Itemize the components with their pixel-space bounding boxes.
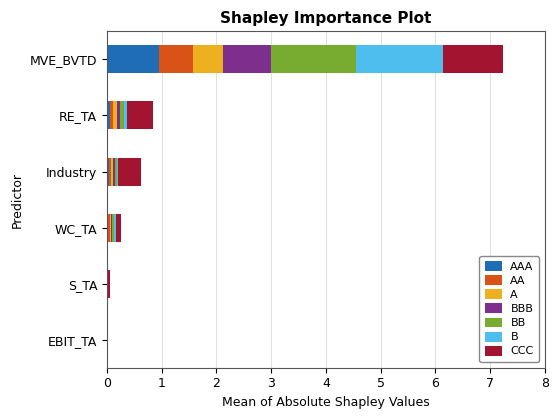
Bar <box>107 45 159 74</box>
Bar <box>116 213 121 242</box>
Bar <box>113 213 114 242</box>
Bar <box>356 45 442 74</box>
Bar <box>442 45 503 74</box>
Bar <box>271 45 356 74</box>
Bar <box>159 45 193 74</box>
Bar <box>111 158 113 186</box>
Bar <box>110 102 114 129</box>
Bar <box>113 158 115 186</box>
Bar <box>124 102 127 129</box>
Bar <box>108 213 110 242</box>
Bar <box>110 213 111 242</box>
Bar <box>107 158 109 186</box>
Bar <box>193 45 223 74</box>
Bar <box>118 158 141 186</box>
Bar <box>107 102 110 129</box>
Title: Shapley Importance Plot: Shapley Importance Plot <box>220 11 432 26</box>
Bar <box>114 102 117 129</box>
Bar <box>120 102 124 129</box>
Bar <box>107 213 108 242</box>
Bar <box>111 213 113 242</box>
Bar <box>117 102 120 129</box>
X-axis label: Mean of Absolute Shapley Values: Mean of Absolute Shapley Values <box>222 396 430 409</box>
Legend: AAA, AA, A, BBB, BB, B, CCC: AAA, AA, A, BBB, BB, B, CCC <box>479 255 539 362</box>
Bar <box>107 270 110 298</box>
Y-axis label: Predictor: Predictor <box>11 171 24 228</box>
Bar <box>223 45 271 74</box>
Bar <box>109 158 111 186</box>
Bar <box>127 102 153 129</box>
Bar <box>114 213 116 242</box>
Bar <box>115 158 116 186</box>
Bar <box>116 158 118 186</box>
